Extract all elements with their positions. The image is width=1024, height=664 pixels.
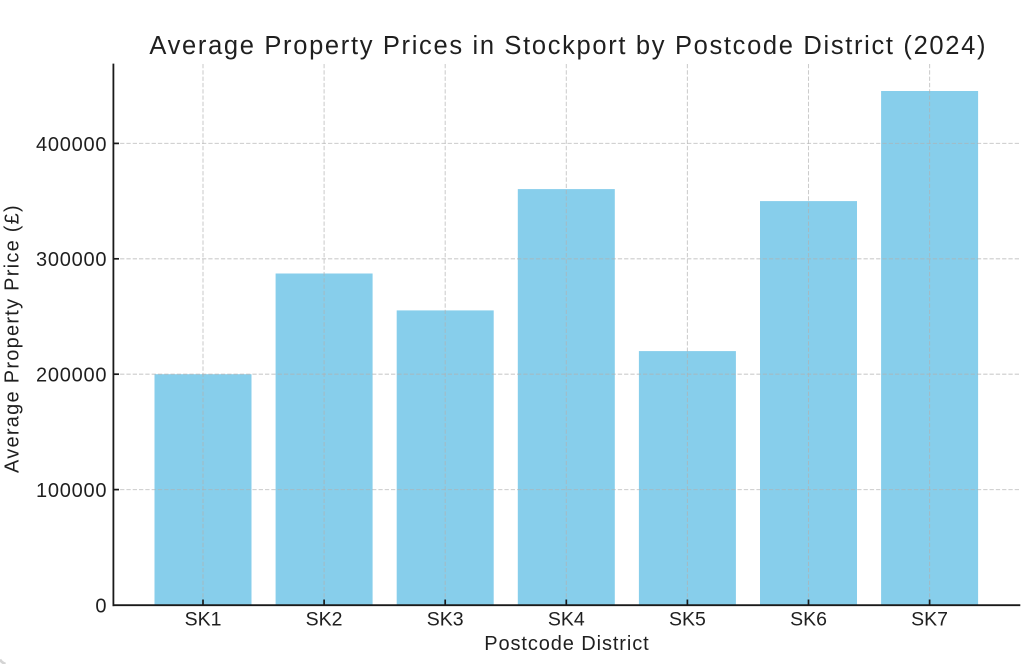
svg-text:Postcode District: Postcode District (484, 633, 649, 655)
svg-text:SK2: SK2 (306, 609, 343, 631)
svg-text:Average Property Price (£): Average Property Price (£) (2, 204, 24, 473)
svg-text:200000: 200000 (36, 365, 107, 387)
svg-text:SK4: SK4 (548, 609, 585, 631)
svg-text:300000: 300000 (36, 249, 107, 271)
svg-text:SK5: SK5 (669, 609, 706, 631)
svg-text:100000: 100000 (36, 480, 107, 502)
svg-text:SK7: SK7 (911, 609, 948, 631)
svg-text:0: 0 (95, 596, 107, 618)
svg-text:SK3: SK3 (427, 609, 464, 631)
svg-text:SK6: SK6 (790, 609, 827, 631)
svg-text:Average Property Prices in Sto: Average Property Prices in Stockport by … (149, 32, 987, 60)
svg-text:400000: 400000 (36, 134, 107, 156)
svg-text:SK1: SK1 (185, 609, 222, 631)
